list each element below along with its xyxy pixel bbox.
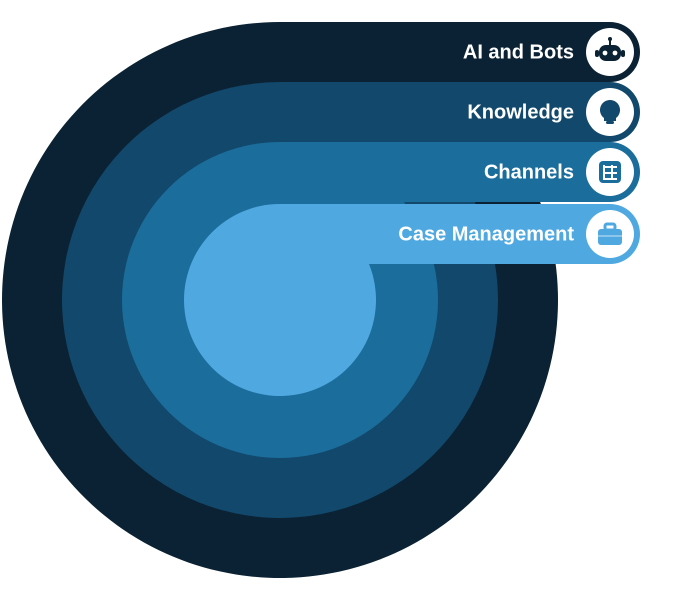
sheet-icon <box>599 161 621 183</box>
layer-label: Channels <box>484 161 574 183</box>
concentric-layers-diagram: AI and Bots Knowledge Channels Case Managem… <box>0 0 700 600</box>
layer-label: Knowledge <box>467 101 574 123</box>
layer-label: Case Management <box>398 223 574 245</box>
layer-label: AI and Bots <box>463 41 574 63</box>
